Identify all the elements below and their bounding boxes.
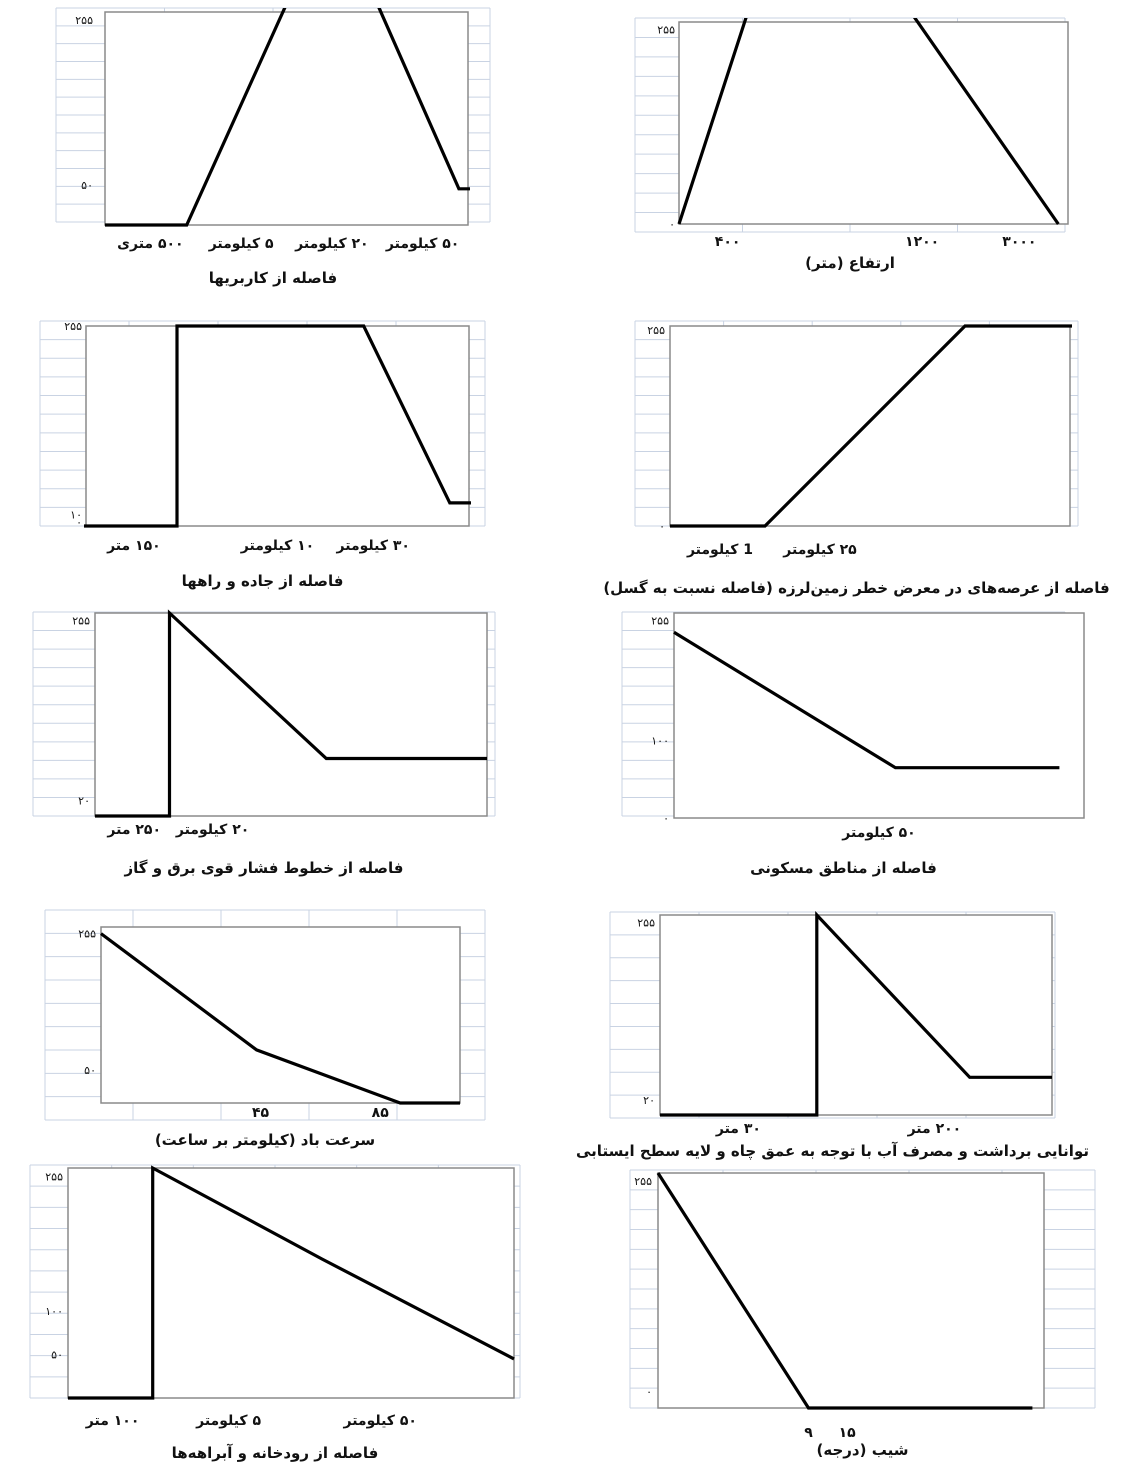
x-tick-label: ۲۰ کیلومتر	[175, 822, 249, 838]
y-tick-label: ۰	[669, 218, 675, 231]
chart-title: فاصله از کاربریها	[209, 269, 338, 287]
chart-elevation: ۲۵۵ ۰ ۴۰۰ ۱۲۰۰ ۳۰۰۰ ارتفاع (متر)	[560, 0, 1120, 300]
chart-slope: ۲۵۵ ۰ ۹ ۱۵ شیب (درجه)	[590, 1165, 1125, 1465]
x-tick-label: ۱۵۰ متر	[106, 538, 161, 554]
x-tick-label: ۱۵	[839, 1425, 857, 1441]
chart-water-well-depth: ۲۵۵ ۲۰ ۳۰ متر ۲۰۰ متر توانایی برداشت و مصرف …	[560, 905, 1125, 1161]
x-tick-label: ۲۵ کیلومتر	[782, 542, 857, 558]
y-tick-label: ۲۵۵	[75, 14, 93, 27]
y-tick-label: ۱۰۰	[45, 1305, 63, 1318]
x-tick-label: ۴۰۰	[715, 234, 741, 250]
y-tick-label: ۲۵۵	[72, 615, 90, 628]
series-line	[100, 932, 460, 1105]
y-tick-label: ۲۵۵	[651, 615, 669, 628]
x-tick-label: ۴۵	[252, 1105, 270, 1121]
x-tick-label: ۵ کیلومتر	[195, 1413, 261, 1429]
series-line	[95, 609, 487, 818]
plot-area	[669, 325, 1071, 527]
series-line	[673, 630, 1060, 770]
x-tick-label: ۵۰ کیلومتر	[385, 236, 459, 252]
series-line	[677, 18, 1060, 225]
y-tick-label: ۲۵۵	[45, 1171, 63, 1184]
plot-area	[673, 612, 1085, 819]
y-tick-label: ۲۰	[78, 795, 90, 808]
plot-area	[678, 21, 1069, 225]
chart-land-use-distance: ۲۵۵ ۵۰ ۵۰۰ متری ۵ کیلومتر ۲۰ کیلومتر ۵۰ کیلوم…	[0, 0, 500, 300]
plot-area	[104, 11, 469, 226]
series-line	[656, 1172, 1033, 1410]
chart-title: فاصله از رودخانه و آبراهه‌ها	[172, 1444, 379, 1462]
y-tick-label: ۰	[663, 812, 669, 825]
y-tick-label: ۵۰	[81, 179, 93, 192]
x-tick-label: ۱۰۰ متر	[85, 1413, 140, 1429]
x-tick-label: ۲۰ کیلومتر	[294, 236, 368, 252]
y-tick-label: ۲۵۵	[637, 917, 655, 930]
x-tick-label: ۳۰ کیلومتر	[336, 538, 410, 554]
series-line	[68, 1165, 515, 1400]
chart-river-distance: ۲۵۵ ۱۰۰ ۵۰ ۱۰۰ متر ۵ کیلومتر ۵۰ کیلومتر فاصله …	[0, 1164, 521, 1465]
chart-title: فاصله از عرصه‌های در معرض خطر زمین‌لرزه …	[603, 579, 1109, 597]
series-line	[105, 8, 470, 227]
y-tick-label: ۲۵۵	[78, 928, 96, 941]
x-tick-label: ۸۵	[372, 1105, 390, 1121]
plot-area	[659, 914, 1053, 1116]
y-tick-label: ۵۰	[84, 1064, 96, 1077]
x-tick-label: ۲۵۰ متر	[106, 822, 161, 838]
chart-road-distance: ۲۵۵ ۱۰ ۰ ۱۵۰ متر ۱۰ کیلومتر ۳۰ کیلومتر فاصله ا…	[0, 300, 500, 600]
plot-area	[100, 926, 461, 1104]
plot-area	[657, 1172, 1045, 1409]
x-tick-label: ۵ کیلومتر	[208, 236, 274, 252]
y-tick-label: ۲۰	[643, 1094, 655, 1107]
y-tick-label: ۰	[646, 1386, 652, 1399]
chart-wind-speed: ۲۵۵ ۵۰ ۴۵ ۸۵ سرعت باد (کیلومتر بر ساعت)	[0, 905, 500, 1150]
chart-title: فاصله از خطوط فشار قوی برق و گاز	[124, 859, 404, 877]
y-tick-label: ۰	[76, 516, 82, 529]
series-line	[660, 911, 1052, 1117]
y-tick-label: ۲۵۵	[657, 24, 675, 37]
series-line	[670, 324, 1072, 528]
y-tick-label: ۲۵۵	[634, 1175, 652, 1188]
y-tick-label: ۲۵۵	[64, 320, 82, 333]
plot-area	[94, 612, 488, 817]
chart-power-gas-lines-distance: ۲۵۵ ۲۰ ۲۵۰ متر ۲۰ کیلومتر فاصله از خطوط فشار…	[0, 605, 500, 890]
chart-residential-distance: ۲۵۵ ۱۰۰ ۰ ۵۰ کیلومتر فاصله از مناطق مسکونی	[560, 605, 1120, 890]
x-tick-label: 1 کیلومتر	[686, 542, 753, 558]
chart-title: شیب (درجه)	[817, 1441, 909, 1459]
x-tick-label: ۳۰ متر	[715, 1121, 761, 1137]
x-tick-label: ۱۲۰۰	[905, 234, 939, 250]
x-tick-label: ۱۰ کیلومتر	[240, 538, 314, 554]
y-tick-label: ۱۰۰	[651, 735, 669, 748]
x-tick-label: ۲۰۰ متر	[907, 1121, 962, 1137]
y-tick-label: ۲۵۵	[647, 324, 665, 337]
y-tick-label: ۵۰	[51, 1349, 63, 1362]
x-tick-label: ۵۰ کیلومتر	[342, 1413, 416, 1429]
chart-earthquake-fault-distance: ۲۵۵ ۰ 1 کیلومتر ۲۵ کیلومتر فاصله از عرصه‌های…	[560, 300, 1125, 610]
y-tick-label: ۱۰	[70, 508, 82, 521]
chart-title: ارتفاع (متر)	[805, 254, 895, 272]
plot-area	[67, 1167, 515, 1399]
chart-title: فاصله از مناطق مسکونی	[750, 859, 937, 877]
chart-title: سرعت باد (کیلومتر بر ساعت)	[155, 1131, 375, 1149]
chart-title: فاصله از جاده و راهها	[182, 572, 344, 590]
x-tick-label: ۵۰ کیلومتر	[841, 825, 915, 841]
chart-title: توانایی برداشت و مصرف آب با توجه به عمق …	[576, 1142, 1089, 1161]
x-tick-label: ۵۰۰ متری	[117, 236, 183, 252]
plot-area	[85, 325, 470, 527]
y-tick-label: ۰	[659, 520, 665, 533]
x-tick-label: ۳۰۰۰	[1002, 234, 1036, 250]
x-tick-label: ۹	[804, 1425, 813, 1441]
series-line	[84, 324, 471, 528]
